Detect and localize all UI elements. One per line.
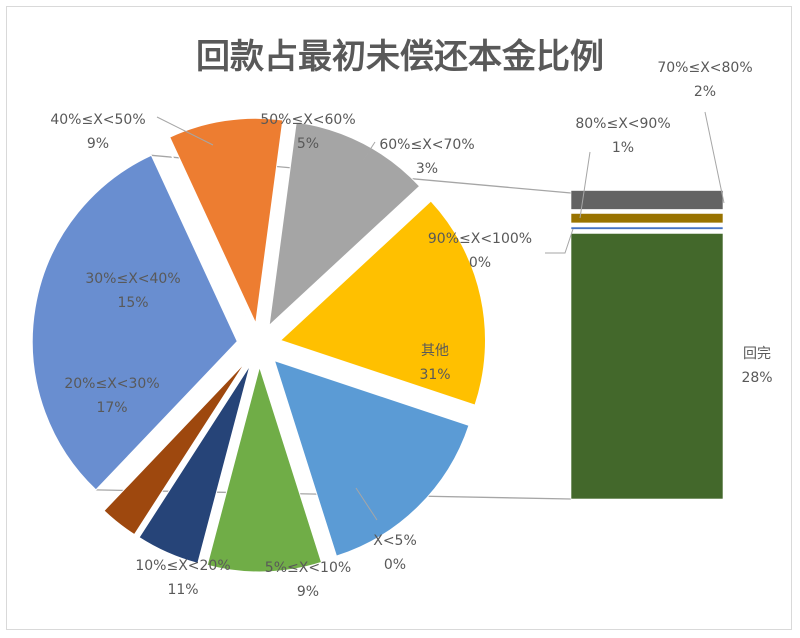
pie-slice-60-x-70 [103,361,246,536]
slice-category-label: 其他 [421,343,449,359]
pie-slice-10-x-20 [268,121,421,327]
bar-value-label: 28% [741,370,772,386]
bar-category-label: 80%≤X<90% [575,116,670,132]
leader-line [156,116,214,146]
data-labels: X<5% 0% 5%≤X<10% 9% 10%≤X<20% 11% 20%≤X<30% 17%… [50,60,772,600]
slice-value-label: 5% [297,136,319,152]
bar-value-label: 1% [612,140,634,156]
bar-segment-other [570,233,724,500]
pie-slice-x-5 [163,137,251,326]
bar-segment-90-x-100 [570,226,724,230]
bar-value-label: 2% [694,84,716,100]
slice-value-label: 0% [384,557,406,573]
bar-segment-80-x-90 [570,213,724,224]
slice-category-label: 40%≤X<50% [50,112,145,128]
slice-category-label: 5%≤X<10% [265,560,351,576]
leader-line [704,111,725,204]
slice-category-label: 60%≤X<70% [379,137,474,153]
pie-group [31,117,486,573]
bar-category-label: 70%≤X<80% [657,60,752,76]
bar-value-label: 0% [469,255,491,271]
slice-category-label: 50%≤X<60% [260,112,355,128]
slice-value-label: 9% [297,584,319,600]
pie-slice-other [31,154,238,491]
slice-category-label: X<5% [373,533,417,549]
leader-line [545,228,574,254]
pie-slice-40-x-50 [206,365,323,573]
slice-value-label: 17% [96,400,127,416]
bar-category-label: 90%≤X<100% [428,231,532,247]
leader-lines [156,111,725,521]
bar-segment-70-x-80 [570,190,724,210]
slice-value-label: 15% [117,295,148,311]
slice-value-label: 9% [87,136,109,152]
slice-category-label: 10%≤X<20% [135,558,230,574]
pie-slice-30-x-40 [273,359,470,557]
slice-category-label: 20%≤X<30% [64,376,159,392]
leader-line [361,141,376,163]
pie-slice-50-x-60 [138,364,251,564]
slice-value-label: 3% [416,161,438,177]
pie-slice-5-x-10 [169,117,284,326]
leader-line [355,487,378,521]
stacked-bar-group [570,190,724,500]
slice-category-label: 30%≤X<40% [85,271,180,287]
pie-slice-20-x-30 [279,200,486,406]
slice-value-label: 11% [167,582,198,598]
chart-title: 回款占最初未偿还本金比例 [196,37,604,77]
bar-category-label: 回完 [743,346,771,362]
leader-line [579,151,591,219]
slice-value-label: 31% [419,367,450,383]
